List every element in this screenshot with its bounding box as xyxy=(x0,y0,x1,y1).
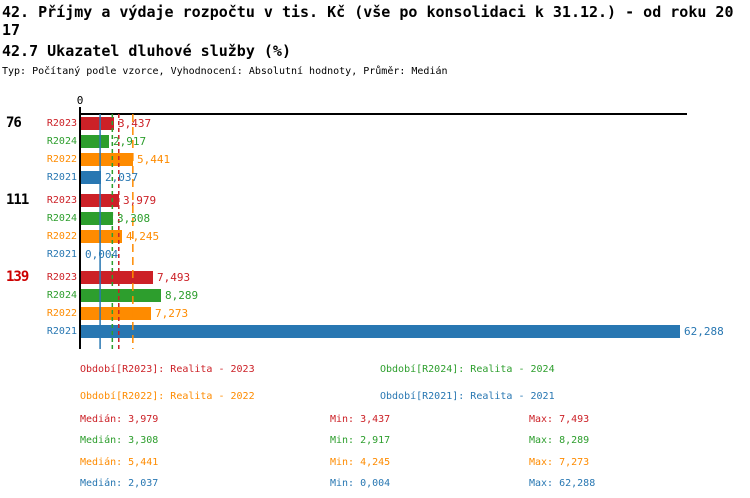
bar-value-label: 2,917 xyxy=(113,135,147,148)
series-row-label: R2024 xyxy=(46,136,77,147)
bar-value-label: 3,979 xyxy=(123,194,157,207)
group-label: 111 xyxy=(6,192,29,208)
stat-median-R2024: Medián: 3,308 xyxy=(80,435,159,446)
bar-value-label: 8,289 xyxy=(165,289,199,302)
stat-max-R2022: Max: 7,273 xyxy=(529,457,590,468)
series-row-label: R2021 xyxy=(46,172,77,183)
series-row-label: R2021 xyxy=(46,326,77,337)
bar xyxy=(81,153,133,166)
series-row-label: R2022 xyxy=(46,231,77,242)
stat-max-R2023: Max: 7,493 xyxy=(529,414,590,425)
x-axis-line xyxy=(79,113,687,115)
bar xyxy=(81,230,122,243)
bar xyxy=(81,212,113,225)
report-title-line1: 42. Příjmy a výdaje rozpočtu v tis. Kč (… xyxy=(2,3,734,21)
bar-value-label: 62,288 xyxy=(684,325,724,338)
stat-max-R2024: Max: 8,289 xyxy=(529,435,590,446)
bar-value-label: 4,245 xyxy=(126,230,160,243)
series-row-label: R2022 xyxy=(46,308,77,319)
stat-median-R2022: Medián: 5,441 xyxy=(80,457,159,468)
stat-median-R2023: Medián: 3,979 xyxy=(80,414,159,425)
bar-chart: 0 76 R2023 3,437 R2024 2,917 R2022 5,441 R2021 2… xyxy=(0,95,750,355)
bar-value-label: 3,437 xyxy=(118,117,152,130)
axis-zero-label: 0 xyxy=(76,94,84,107)
chart-meta: Typ: Počítaný podle vzorce, Vyhodnocení:… xyxy=(2,66,448,77)
legend-item-R2023: Období[R2023]: Realita - 2023 xyxy=(80,364,255,375)
bar xyxy=(81,194,119,207)
stat-min-R2022: Min: 4,245 xyxy=(330,457,391,468)
bar-value-label: 7,493 xyxy=(157,271,191,284)
series-row-label: R2024 xyxy=(46,290,77,301)
series-row-label: R2023 xyxy=(46,272,77,283)
bar xyxy=(81,171,101,184)
bar xyxy=(81,307,151,320)
stat-min-R2021: Min: 0,004 xyxy=(330,478,391,489)
bar-value-label: 7,273 xyxy=(155,307,189,320)
legend-item-R2021: Období[R2021]: Realita - 2021 xyxy=(380,391,555,402)
stat-median-R2021: Medián: 2,037 xyxy=(80,478,159,489)
y-axis-line xyxy=(79,107,81,349)
bar-value-label: 0,004 xyxy=(85,248,119,261)
stat-max-R2021: Max: 62,288 xyxy=(529,478,596,489)
indicator-title: 42.7 Ukazatel dluhové služby (%) xyxy=(2,42,291,60)
series-row-label: R2023 xyxy=(46,195,77,206)
bar-value-label: 5,441 xyxy=(137,153,171,166)
report-title-line2: 17 xyxy=(2,21,21,39)
series-row-label: R2024 xyxy=(46,213,77,224)
bar xyxy=(81,271,153,284)
series-row-label: R2021 xyxy=(46,249,77,260)
bar xyxy=(81,135,109,148)
group-label: 76 xyxy=(6,115,22,131)
series-row-label: R2023 xyxy=(46,118,77,129)
stat-min-R2024: Min: 2,917 xyxy=(330,435,391,446)
legend-item-R2024: Období[R2024]: Realita - 2024 xyxy=(380,364,555,375)
stat-min-R2023: Min: 3,437 xyxy=(330,414,391,425)
group-label: 139 xyxy=(6,269,29,285)
bar xyxy=(81,325,680,338)
bar xyxy=(81,289,161,302)
bar-value-label: 2,037 xyxy=(105,171,139,184)
bar xyxy=(81,117,114,130)
legend-item-R2022: Období[R2022]: Realita - 2022 xyxy=(80,391,255,402)
series-row-label: R2022 xyxy=(46,154,77,165)
bar-value-label: 3,308 xyxy=(117,212,151,225)
